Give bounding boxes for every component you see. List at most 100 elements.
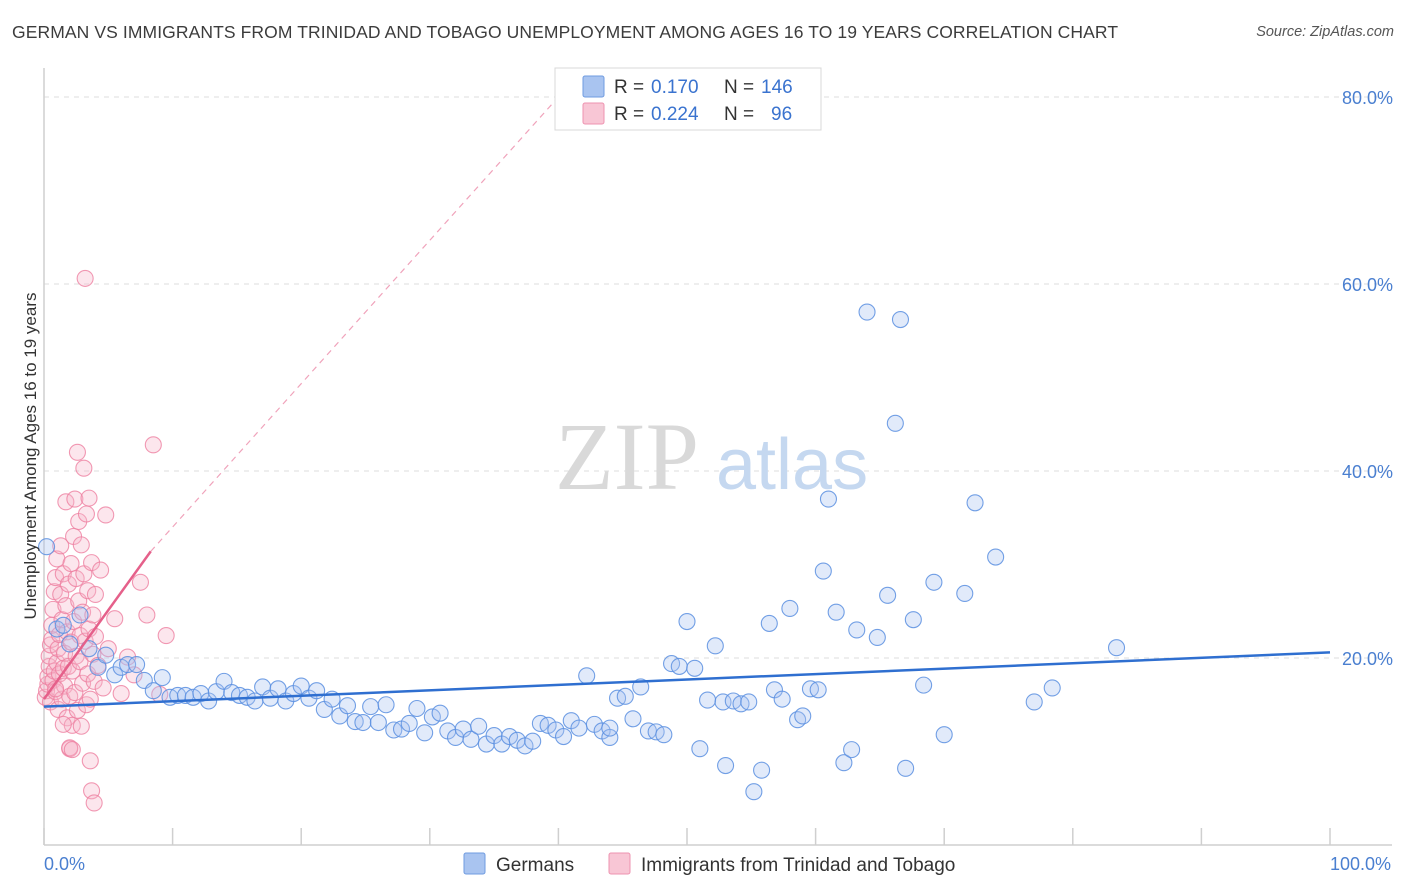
germans-point [843,741,861,759]
germans-point [500,727,519,746]
germans-point [338,697,357,715]
germans-point [119,655,137,674]
x-tick-label-min: 0.0% [44,854,85,874]
germans-point [745,783,763,801]
germans-point [470,717,488,735]
germans-point [699,691,717,709]
y-tick-labels: 20.0% 40.0% 60.0% 80.0% [1342,88,1393,669]
watermark-atlas: atlas [716,425,868,505]
legend-bottom-germans: Germans [496,855,574,876]
germans-point [61,635,79,653]
germans-point [655,726,673,744]
germans-point [740,693,758,711]
germans-point [966,494,984,512]
immigrants-point [86,585,104,603]
immigrants-point [157,627,175,645]
germans-point [706,637,724,655]
germans-point [1043,679,1061,697]
germans-point [524,732,542,750]
germans-point [89,658,107,676]
germans-point [38,538,56,556]
y-tick-label: 20.0% [1342,649,1393,669]
germans-point [794,707,812,725]
germans-point [246,692,264,710]
y-axis-label: Unemployment Among Ages 16 to 19 years [21,293,40,620]
germans-point [624,710,642,728]
germans-point [431,704,449,722]
germans-point [601,728,619,747]
germans-point [292,677,310,695]
immigrants-point [62,555,80,573]
germans-point [128,655,146,674]
immigrants-point [94,679,112,697]
germans-point [809,681,827,699]
watermark-zip: ZIP [555,403,699,510]
legend-swatch-immigrants [582,102,605,125]
legend-r-label-1: R = [614,77,644,98]
germans-point [54,616,72,634]
germans-point [848,621,866,639]
germans-point [369,713,387,732]
germans-point [827,603,845,621]
chart-title: GERMAN VS IMMIGRANTS FROM TRINIDAD AND T… [12,22,1119,42]
germans-point [858,303,876,321]
germans-point [835,754,853,772]
watermark: ZIP atlas [555,403,868,510]
immigrants-point [85,794,103,812]
legend-n-value-2: 96 [771,104,792,125]
immigrants-trend-line [42,550,152,700]
legend-n-value-1: 146 [761,77,793,98]
legend-top: R = 0.170 N = 146 R = 0.224 N = 96 [554,67,822,131]
legend-r-label-2: R = [614,104,644,125]
immigrants-point [74,603,92,621]
germans-point [362,698,380,716]
germans-point [956,584,974,603]
legend-bottom-swatch-immigrants [608,852,631,875]
germans-point [71,606,89,624]
y-tick-label: 60.0% [1342,275,1393,295]
x-ticks [43,828,1331,845]
immigrants-point [72,536,90,554]
immigrants-point [138,606,156,624]
germans-point [153,669,171,687]
germans-point [670,657,688,675]
immigrants-point [81,752,99,770]
germans-point [897,759,915,777]
immigrants-point [80,489,98,507]
immigrants-point [65,612,83,631]
germans-point [814,562,832,580]
germans-point [400,714,418,733]
immigrants-point [131,573,149,591]
germans-point [144,682,162,700]
germans-point [904,611,922,629]
immigrants-point [77,505,95,523]
germans-point [886,414,904,432]
immigrants-point [81,690,99,708]
legend-r-value-2: 0.224 [651,104,699,125]
germans-point [915,676,933,694]
legend-bottom: Germans Immigrants from Trinidad and Tob… [463,852,955,876]
y-tick-label: 80.0% [1342,88,1393,108]
germans-point [97,646,115,664]
immigrants-point [84,606,102,624]
germans-point [686,659,704,677]
germans-point [753,761,771,779]
germans-point [578,667,596,685]
immigrants-point [52,537,70,555]
germans-point [819,490,838,508]
germans-point [935,726,953,744]
germans-point [925,573,943,591]
gridlines [44,96,1392,659]
germans-point [691,740,709,758]
germans-point [354,713,372,732]
immigrants-point [72,717,90,735]
immigrants-point [85,672,103,690]
immigrants-point [125,666,143,684]
x-tick-label-max: 100.0% [1330,854,1391,874]
germans-point [616,687,634,705]
immigrants-point [79,582,97,600]
germans-trend-line [43,651,1331,708]
immigrants-point [112,684,130,703]
immigrants-point [97,506,115,524]
